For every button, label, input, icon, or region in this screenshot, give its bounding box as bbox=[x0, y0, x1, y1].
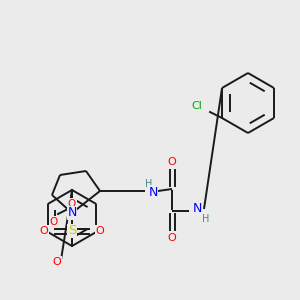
Text: H: H bbox=[202, 214, 210, 224]
Text: O: O bbox=[68, 199, 76, 209]
Text: Cl: Cl bbox=[192, 101, 203, 111]
Text: O: O bbox=[96, 226, 104, 236]
Text: O: O bbox=[168, 233, 176, 243]
Text: O: O bbox=[50, 217, 58, 227]
Text: N: N bbox=[192, 202, 202, 215]
Text: O: O bbox=[40, 226, 48, 236]
Text: N: N bbox=[67, 206, 77, 220]
Text: N: N bbox=[148, 185, 158, 199]
Text: H: H bbox=[145, 179, 153, 189]
Text: O: O bbox=[168, 157, 176, 167]
Text: S: S bbox=[68, 224, 76, 238]
Text: O: O bbox=[52, 257, 62, 267]
